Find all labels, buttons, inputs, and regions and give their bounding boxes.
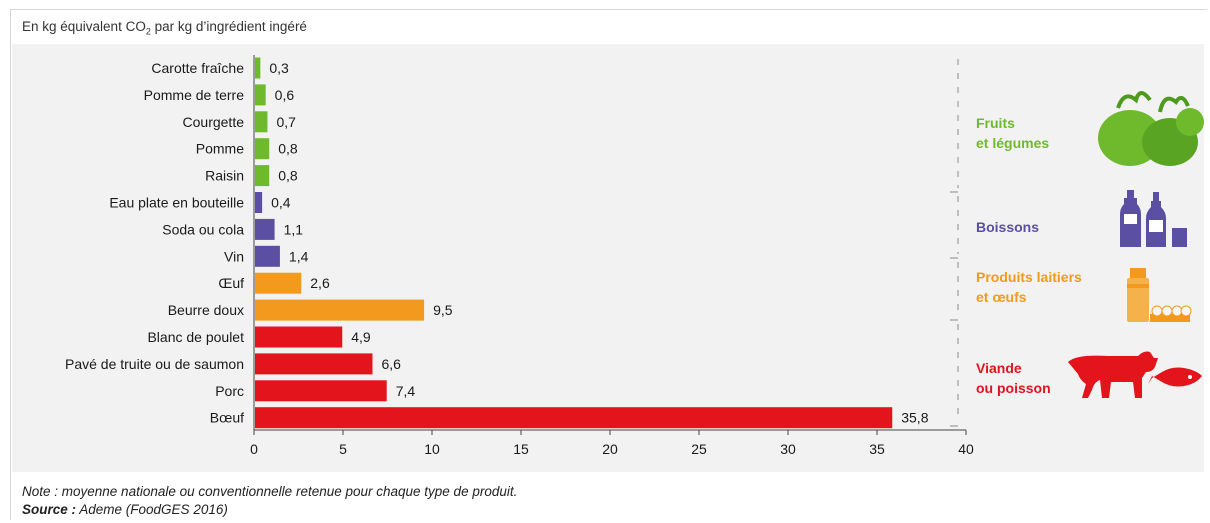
bar [255, 192, 263, 213]
chart-source: Source : Ademe (FoodGES 2016) [22, 502, 228, 517]
dairy-eggs-icon [1127, 268, 1192, 322]
category-label: Bœuf [210, 410, 244, 426]
category-label: Pavé de truite ou de saumon [65, 356, 244, 372]
group-label: et œufs [976, 289, 1027, 305]
bar [255, 272, 302, 294]
x-tick-label: 40 [958, 441, 974, 457]
x-tick-label: 5 [339, 441, 347, 457]
category-label: Raisin [205, 168, 244, 184]
category-label: Beurre doux [168, 302, 244, 318]
bar [255, 57, 261, 79]
chart-panel [12, 44, 1204, 472]
bar [255, 299, 425, 321]
group-label: ou poisson [976, 380, 1051, 396]
bar [255, 218, 275, 240]
category-label: Blanc de poulet [147, 329, 244, 345]
value-label: 2,6 [310, 275, 330, 291]
value-label: 0,6 [275, 87, 295, 103]
category-label: Vin [224, 248, 244, 264]
bar [255, 84, 266, 106]
value-label: 0,8 [278, 141, 298, 157]
category-label: Courgette [183, 114, 245, 130]
bar [255, 165, 270, 187]
category-label: Soda ou cola [162, 221, 244, 237]
category-label: Pomme de terre [144, 87, 245, 103]
bar [255, 111, 268, 133]
vegetables-icon [1098, 91, 1204, 166]
category-label: Eau plate en bouteille [109, 195, 244, 211]
value-label: 9,5 [433, 302, 453, 318]
bottles-icon [1120, 190, 1187, 247]
value-label: 35,8 [901, 410, 928, 426]
value-label: 1,4 [289, 248, 309, 264]
group-label: Produits laitiers [976, 269, 1082, 285]
group-label: et légumes [976, 135, 1049, 151]
x-tick-label: 15 [513, 441, 529, 457]
value-label: 1,1 [284, 221, 304, 237]
chart-subtitle: En kg équivalent CO2 par kg d’ingrédient… [22, 19, 307, 37]
value-label: 0,3 [269, 60, 289, 76]
group-label: Boissons [976, 219, 1039, 235]
value-label: 6,6 [381, 356, 401, 372]
value-label: 4,9 [351, 329, 371, 345]
x-tick-label: 10 [424, 441, 440, 457]
x-tick-label: 35 [869, 441, 885, 457]
x-tick-label: 25 [691, 441, 707, 457]
bar [255, 326, 343, 348]
bar [255, 407, 893, 429]
category-label: Porc [215, 383, 244, 399]
group-label: Viande [976, 360, 1022, 376]
bar [255, 353, 373, 375]
x-tick-label: 20 [602, 441, 618, 457]
x-tick-label: 0 [250, 441, 258, 457]
value-label: 7,4 [396, 383, 416, 399]
chart-note: Note : moyenne nationale ou conventionne… [22, 484, 518, 499]
cow-fish-icon [1068, 351, 1202, 398]
bar [255, 380, 387, 402]
category-label: Œuf [218, 275, 244, 291]
bar [255, 245, 280, 267]
group-label: Fruits [976, 115, 1015, 131]
value-label: 0,7 [276, 114, 296, 130]
category-label: Carotte fraîche [151, 60, 244, 76]
category-label: Pomme [196, 141, 244, 157]
value-label: 0,4 [271, 195, 291, 211]
bar [255, 138, 270, 160]
value-label: 0,8 [278, 168, 298, 184]
x-tick-label: 30 [780, 441, 796, 457]
chart-frame [10, 9, 1207, 520]
